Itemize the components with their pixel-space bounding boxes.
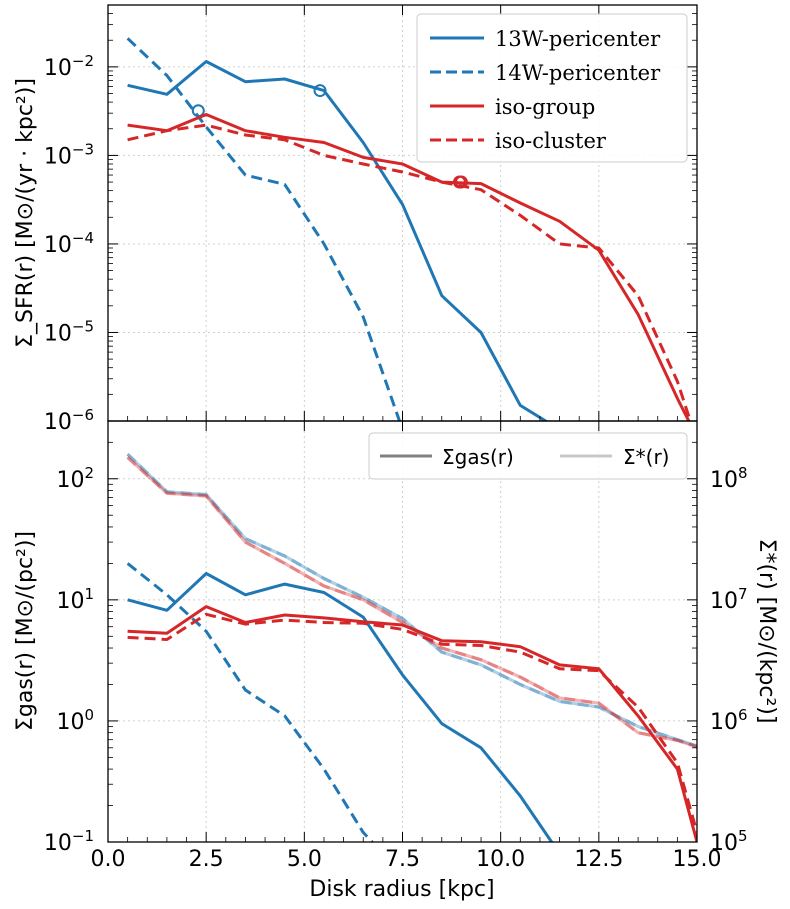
gas-series-line-1 [126, 562, 375, 842]
stellar-series-dash-1 [126, 456, 697, 749]
stellar-series-dash-0 [126, 452, 697, 748]
stellar-series-line-0 [126, 452, 697, 748]
x-tick-label: 10.0 [476, 847, 525, 872]
bottom-legend: Σgas(r) Σ*(r) [368, 432, 688, 480]
bottom-right-y-axis-label: Σ*(r) [M⊙/(kpc²)] [754, 539, 779, 724]
top-series-marker-3 [452, 175, 466, 189]
top-series-line-0 [127, 60, 549, 421]
top-panel-ticks: 10−6 10−5 10−4 10−3 10−2 [44, 4, 698, 435]
top-legend: 13W-pericenter 14W-pericenter iso-group … [416, 13, 688, 163]
bottom-right-y-tick-label: 107 [710, 585, 748, 614]
gas-series-line-2 [127, 605, 697, 842]
x-tick-label: 2.5 [189, 847, 224, 872]
top-y-tick-label: 10−2 [44, 52, 94, 81]
x-tick-label: 12.5 [574, 847, 623, 872]
gas-series-line-3 [127, 612, 697, 833]
x-tick-label: 7.5 [385, 847, 420, 872]
top-series-marker-0 [313, 84, 327, 98]
bottom-y-tick-label: 102 [56, 464, 94, 493]
legend-label-13w: 13W-pericenter [495, 27, 661, 51]
bottom-panel-frame [107, 420, 698, 843]
legend-label-iso-group: iso-group [495, 95, 595, 119]
bottom-y-tick-label: 10−1 [44, 827, 94, 856]
top-panel-series [126, 37, 692, 421]
bottom-right-y-tick-label: 105 [710, 827, 748, 856]
bottom-right-y-tick-label: 106 [710, 706, 748, 735]
top-y-tick-label: 10−4 [44, 229, 94, 258]
top-y-tick-label: 10−6 [44, 406, 94, 435]
bottom-y-tick-label: 100 [56, 706, 94, 735]
bottom-y-axis-label: Σgas(r) [M⊙/(pc²)] [13, 531, 38, 731]
top-y-tick-label: 10−3 [44, 140, 94, 169]
top-series-line-3 [127, 123, 692, 421]
top-y-tick-label: 10−5 [44, 317, 94, 346]
top-series-line-1 [126, 37, 402, 421]
bottom-y-tick-label: 101 [56, 585, 94, 614]
x-tick-label: 0.0 [91, 847, 126, 872]
bottom-right-y-tick-label: 108 [710, 464, 748, 493]
bottom-panel-ticks: 0.0 2.5 5.0 7.5 10.0 12.5 15.0 10−1 100 101 102 105… [44, 420, 748, 872]
x-tick-label: 5.0 [287, 847, 322, 872]
legend-label-stellar: Σ*(r) [623, 445, 669, 469]
x-tick-label: 15.0 [673, 847, 722, 872]
legend-label-gas: Σgas(r) [442, 445, 514, 469]
bottom-panel-series [126, 452, 697, 842]
legend-label-14w: 14W-pericenter [495, 61, 661, 85]
stellar-series-line-1 [126, 456, 697, 749]
gas-series-line-0 [127, 572, 554, 842]
legend-label-iso-cluster: iso-cluster [495, 129, 607, 153]
top-y-axis-label: Σ_SFR(r) [M⊙/(yr · kpc²)] [13, 78, 38, 348]
x-axis-label: Disk radius [kpc] [309, 877, 494, 902]
top-series-line-2 [127, 113, 691, 421]
